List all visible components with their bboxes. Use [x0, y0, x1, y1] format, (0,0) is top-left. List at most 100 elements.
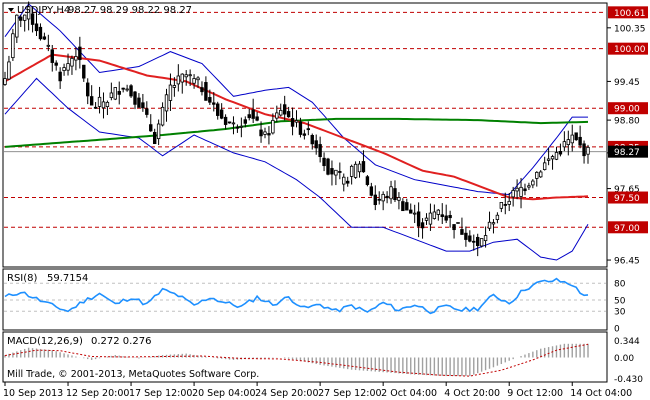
candle-body [247, 114, 251, 119]
candle-body [208, 97, 212, 103]
candle-body [180, 73, 184, 83]
candle-body [558, 150, 563, 155]
candle-body [19, 16, 23, 21]
candle-body [176, 75, 181, 85]
time-tick-label: 20 Sep 04:00 [192, 388, 255, 399]
candle-body [444, 215, 448, 221]
candle-body [519, 186, 523, 197]
candle-body [62, 67, 66, 71]
candle-body [479, 238, 484, 247]
candle-body [255, 116, 259, 121]
candle-body [22, 14, 27, 21]
candle-body [302, 133, 307, 136]
candle-body [456, 222, 460, 224]
rsi-pane-frame [2, 268, 608, 331]
candle-body [66, 63, 70, 71]
candlesticks [3, 1, 590, 257]
candle-body [436, 209, 441, 215]
candle-body [330, 168, 334, 175]
rsi-value: 59.7154 [47, 273, 88, 284]
candle-body [26, 6, 31, 20]
candle-body [125, 88, 129, 91]
candle-body [472, 240, 476, 243]
candle-body [93, 106, 98, 109]
candle-body [46, 44, 51, 47]
time-tick-label: 12 Sep 20:00 [66, 388, 129, 399]
candle-body [428, 212, 433, 225]
price-level-label-bg [608, 102, 648, 115]
candle-body [507, 200, 511, 205]
candle-body [160, 106, 165, 126]
candle-body [452, 224, 456, 231]
candle-body [298, 121, 303, 135]
candle-body [34, 23, 39, 32]
candle-body [290, 118, 295, 127]
candle-body [460, 229, 464, 235]
candle-body [578, 136, 582, 146]
candle-body [223, 116, 228, 125]
candle-body [184, 74, 188, 78]
candle-body [58, 71, 62, 82]
candle-body [282, 104, 287, 115]
candle-body [212, 102, 216, 105]
candle-body [168, 84, 173, 101]
price-level-label: 97.00 [614, 224, 640, 234]
candle-body [188, 74, 192, 77]
price-level-label-bg [608, 221, 648, 234]
candle-body [542, 162, 547, 170]
time-tick-label: 24 Sep 20:00 [255, 388, 318, 399]
candle-body [74, 56, 78, 61]
candle-body [152, 132, 157, 145]
price-axis: 100.3599.4598.8098.2597.6596.45100.61100… [607, 6, 648, 267]
candle-body [546, 158, 551, 161]
bollinger-lower-line [4, 77, 589, 261]
candle-body [38, 26, 43, 40]
candle-body [349, 165, 354, 177]
candle-body [86, 82, 90, 97]
time-tick-label: 14 Oct 04:00 [570, 388, 632, 399]
price-tick-label: 96.45 [614, 257, 640, 267]
chevron-down-icon[interactable] [8, 8, 14, 12]
ohlc-readout: 98.27 98.29 98.22 98.27 [68, 5, 192, 16]
candle-body [50, 49, 54, 63]
price-pane: 100.3599.4598.8098.2597.6596.45100.61100… [2, 1, 648, 268]
price-level-label: 99.00 [614, 105, 640, 115]
candle-body [263, 131, 267, 135]
candle-body [503, 204, 507, 206]
candle-body [570, 134, 574, 144]
candle-body [54, 62, 58, 66]
candle-body [239, 125, 244, 128]
candle-body [113, 87, 117, 100]
macd-title: MACD(12,26,9) [7, 336, 83, 347]
candle-body [401, 201, 405, 212]
rsi-tick-label: 50 [614, 297, 626, 307]
candle-body [105, 101, 110, 108]
candle-body [219, 109, 224, 119]
candle-body [531, 180, 535, 186]
macd-axis: 0.344 0.00 -0.430 [614, 337, 643, 385]
candle-body [440, 214, 444, 217]
candle-body [369, 186, 374, 196]
price-level-label: 97.50 [614, 194, 640, 204]
candle-body [326, 158, 330, 175]
candle-body [196, 77, 200, 81]
candle-body [357, 163, 362, 173]
candle-body [164, 94, 169, 112]
bollinger-bands [4, 3, 589, 261]
candle-body [393, 188, 397, 201]
candle-body [412, 212, 417, 215]
candle-body [137, 97, 141, 108]
time-tick-label: 10 Sep 2013 [3, 388, 63, 399]
candle-body [251, 109, 255, 119]
candle-body [42, 36, 47, 40]
symbol-title: USDJPY,H4 [17, 5, 70, 16]
candle-body [109, 92, 114, 98]
time-axis: 10 Sep 2013 12 Sep 20:00 17 Sep 12:00 20 Se… [3, 382, 632, 399]
candle-body [511, 190, 515, 198]
price-level-label-bg [608, 6, 648, 19]
candle-body [334, 169, 338, 176]
candle-body [129, 85, 133, 97]
macd-pane-frame [2, 331, 608, 383]
price-level-label: 100.61 [614, 9, 646, 19]
candle-body [483, 235, 488, 242]
